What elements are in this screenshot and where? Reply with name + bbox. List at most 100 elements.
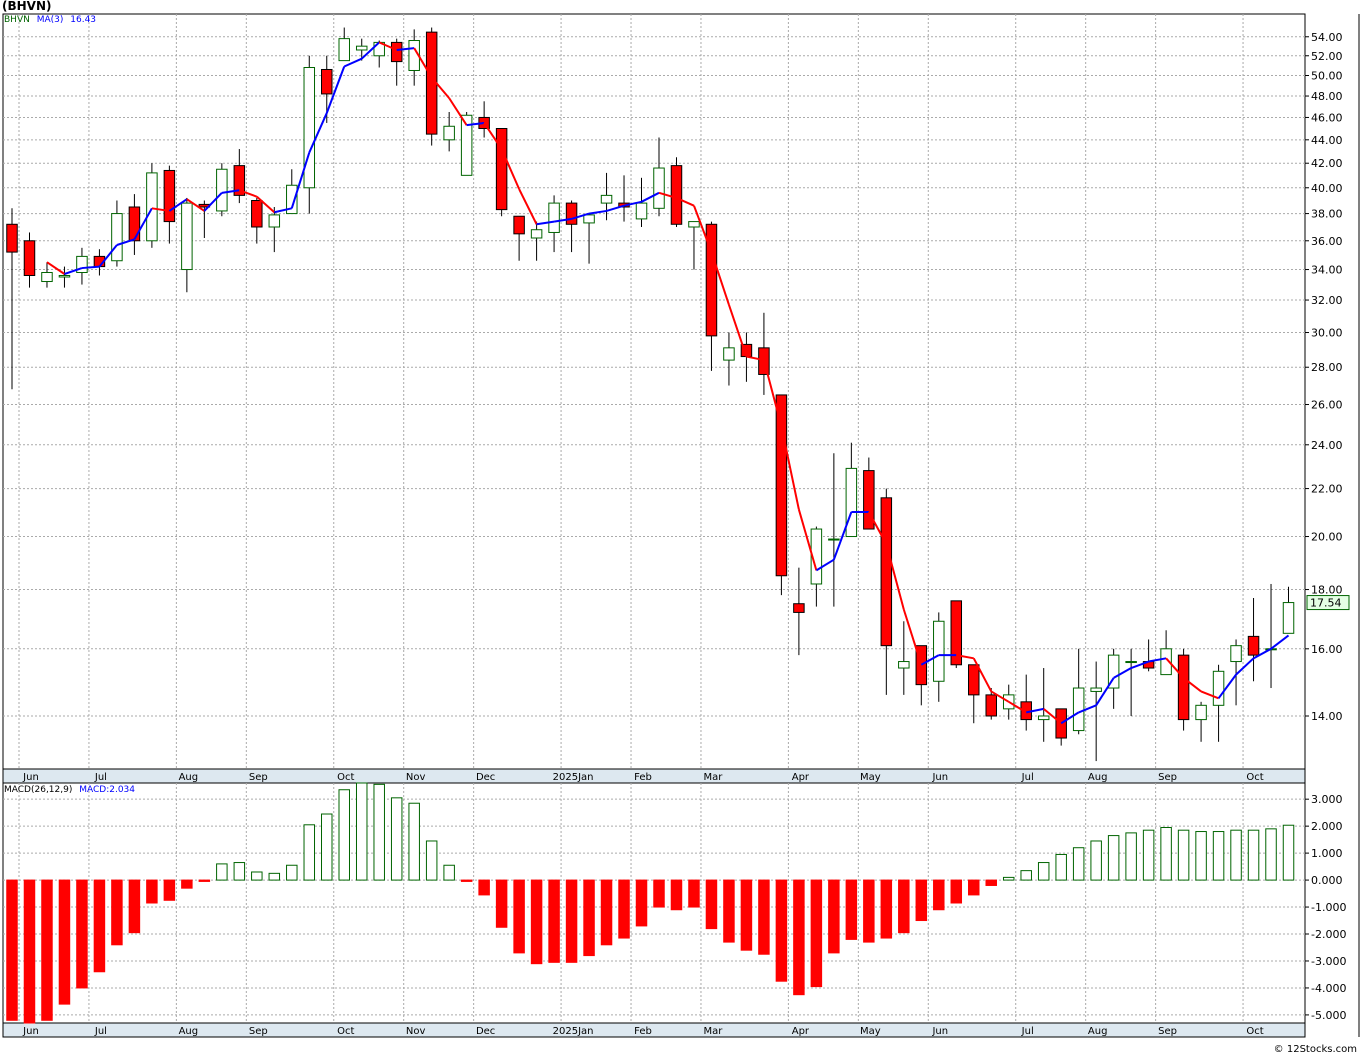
ma-segment — [676, 197, 695, 207]
price-y-tick-label: 16.00 — [1311, 643, 1343, 656]
ma-segment — [727, 304, 748, 357]
macd-x-tick-label: Sep — [249, 1026, 268, 1037]
macd-bar — [163, 879, 176, 901]
ma-segment — [710, 251, 730, 306]
candle — [216, 163, 228, 217]
ma-segment — [1182, 677, 1202, 693]
price-x-tick-label: Jun — [22, 772, 39, 783]
candle — [548, 195, 560, 253]
macd-bar — [968, 879, 980, 896]
price-x-tick-label: Apr — [792, 772, 810, 783]
ma-segment — [1235, 657, 1255, 676]
ma-segment — [902, 609, 923, 666]
price-legend-symbol: BHVN — [4, 15, 30, 25]
macd-bar — [828, 879, 840, 954]
candle-body — [968, 664, 980, 696]
macd-y-tick-label: 2.000 — [1311, 820, 1343, 833]
macd-bar — [950, 879, 963, 904]
ma-segment — [1253, 647, 1272, 660]
price-y-tick-label: 34.00 — [1311, 264, 1343, 277]
macd-x-tick-label: Jun — [931, 1026, 948, 1037]
macd-bar — [355, 782, 368, 881]
candle-body — [443, 125, 455, 141]
macd-bar — [1195, 831, 1207, 881]
candle-body — [670, 165, 683, 225]
macd-bar — [1142, 829, 1155, 881]
candle-body — [1247, 635, 1260, 656]
price-y-tick-label: 50.00 — [1311, 69, 1343, 82]
candle-body — [1125, 661, 1137, 664]
ma-segment — [1270, 634, 1290, 650]
ma-segment — [536, 220, 555, 226]
ma-segment — [867, 511, 888, 545]
ma-segment — [780, 426, 800, 510]
price-x-tick-label: Jul — [1021, 772, 1034, 783]
macd-bar — [653, 879, 665, 908]
macd-y-tick-label: 1.000 — [1311, 847, 1343, 860]
macd-bar — [443, 864, 455, 881]
candle-body — [216, 168, 228, 212]
candle-body — [1107, 654, 1120, 689]
ma-segment — [1060, 711, 1080, 725]
ma-segment — [168, 198, 188, 212]
candle — [1055, 708, 1067, 746]
macd-legend-value: MACD:2.034 — [79, 785, 136, 795]
macd-x-axis-band — [2, 1022, 1306, 1038]
price-x-tick-label: May — [860, 772, 881, 783]
macd-bar — [1160, 826, 1172, 881]
candle-body — [321, 68, 333, 95]
candle — [583, 213, 595, 264]
candle-body — [233, 165, 246, 196]
price-y-tick-label: 42.00 — [1311, 157, 1343, 170]
ma-segment — [98, 244, 118, 268]
price-x-tick-label: Jun — [931, 772, 948, 783]
ma-segment — [221, 189, 240, 194]
candle — [863, 457, 875, 530]
candle — [443, 112, 455, 152]
macd-bar — [1107, 835, 1120, 881]
ma-segment — [518, 188, 538, 225]
ma-segment — [553, 217, 572, 223]
macd-bar — [1247, 829, 1260, 881]
macd-bar — [775, 879, 788, 982]
ma-segment — [571, 212, 590, 220]
macd-bar — [1230, 829, 1242, 881]
candle — [111, 200, 123, 267]
candle-body — [338, 38, 350, 62]
ma-segment — [483, 122, 503, 150]
ma-segment — [972, 657, 993, 692]
ma-segment — [64, 267, 83, 275]
candle-body — [653, 167, 665, 209]
ma-segment — [990, 690, 1010, 703]
macd-bar — [321, 813, 333, 881]
macd-bar — [810, 879, 823, 988]
candle-body — [985, 694, 997, 717]
candle-body — [303, 67, 316, 189]
candle-body — [355, 45, 368, 51]
candle-body — [460, 114, 473, 176]
candle-body — [1160, 648, 1172, 676]
macd-bar — [233, 862, 246, 881]
candle — [513, 215, 525, 261]
ma-segment — [448, 97, 468, 126]
price-x-tick-label: 2025Jan — [553, 772, 594, 783]
ma-segment — [762, 359, 783, 427]
macd-bar — [303, 824, 316, 881]
price-y-tick-label: 26.00 — [1311, 399, 1343, 412]
macd-bar — [845, 879, 858, 940]
candle-body — [950, 600, 963, 666]
macd-bar — [41, 879, 53, 1021]
price-y-tick-label: 20.00 — [1311, 531, 1343, 544]
ma-segment — [1026, 707, 1044, 714]
ma-segment — [797, 509, 818, 571]
macd-bar — [618, 879, 630, 939]
macd-x-tick-label: Jun — [22, 1026, 39, 1037]
ma-segment — [1217, 674, 1237, 699]
candle-body — [23, 240, 36, 276]
candle — [23, 232, 36, 288]
macd-bar — [863, 879, 875, 943]
ma-segment — [133, 207, 153, 240]
price-x-tick-label: Sep — [249, 772, 268, 783]
macd-bar — [495, 879, 508, 928]
candle — [705, 221, 718, 371]
